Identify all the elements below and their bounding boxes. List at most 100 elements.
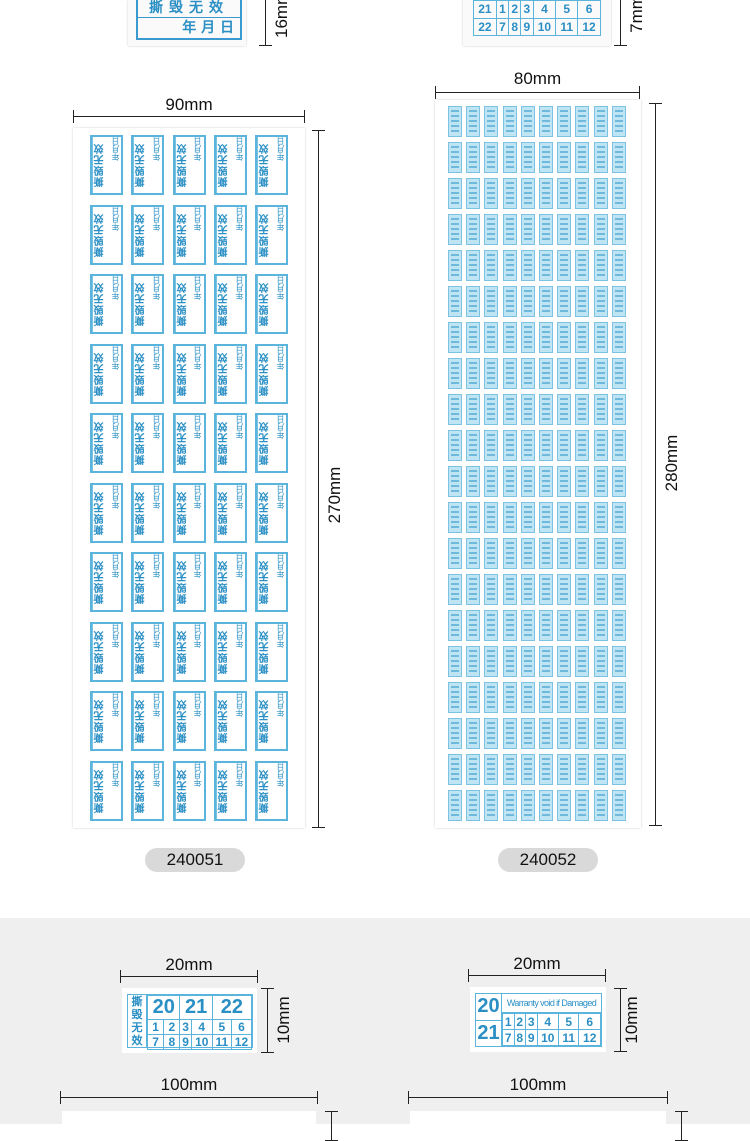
mini-date-label	[502, 574, 517, 605]
grid-cell: 8	[508, 17, 522, 36]
mini-date-label	[466, 610, 481, 641]
date-text: 年月日	[234, 554, 244, 578]
height-dimension-line	[312, 130, 325, 828]
month-cell: 6	[230, 1019, 253, 1035]
month-cell: 6	[578, 1013, 601, 1030]
mini-date-label	[448, 394, 462, 425]
mini-date-label	[520, 682, 535, 713]
date-text: 年月日	[193, 554, 203, 578]
width-dimension-line	[73, 110, 305, 123]
void-label: 撕毁无效 年月日	[90, 621, 123, 682]
void-label: 撕毁无效 年月日	[213, 204, 247, 265]
mini-date-label	[611, 106, 626, 137]
void-label: 撕毁无效 年月日	[213, 135, 247, 195]
void-text: 撕毁无效	[92, 137, 110, 193]
void-text: 撕毁无效	[92, 623, 110, 680]
mini-date-label	[539, 790, 553, 821]
void-text: 撕毁无效	[257, 623, 275, 680]
mini-date-label	[539, 214, 553, 245]
year-cell: 22	[211, 995, 253, 1020]
height-dimension-line	[675, 1111, 688, 1141]
void-text: 撕毁无效	[257, 554, 275, 610]
mini-date-label	[575, 286, 590, 317]
mini-date-label	[448, 682, 462, 713]
void-label: 撕毁无效 年月日	[131, 413, 165, 473]
mini-date-label	[466, 502, 481, 533]
mini-date-label	[466, 466, 481, 497]
mini-date-label	[611, 682, 626, 713]
mini-date-label	[484, 142, 499, 173]
mini-date-label	[611, 214, 626, 245]
mini-date-label	[539, 682, 553, 713]
grid-cell: 3	[520, 0, 534, 19]
mini-date-label	[520, 610, 535, 641]
width-label: 100mm	[509, 1075, 567, 1094]
mini-date-label	[448, 322, 462, 353]
void-text: 撕毁无效	[215, 137, 234, 193]
mini-date-label	[593, 754, 608, 785]
void-text: 撕毁无效	[133, 484, 152, 541]
month-cell: 4	[190, 1019, 213, 1035]
void-text: 撕毁无效	[215, 554, 234, 610]
void-text: 撕毁无效	[133, 693, 152, 749]
top-left-label: 撕毁无效 年 月 日	[128, 0, 246, 46]
date-text: 年月日	[234, 484, 244, 509]
grid-cell: 6	[577, 0, 601, 19]
grid-cell: 4	[532, 0, 557, 19]
void-label: 撕毁无效 年月日	[255, 204, 289, 265]
void-text: 撕毁无效	[128, 995, 147, 1047]
height-dimension-line	[614, 988, 627, 1052]
void-text: 撕毁无效	[257, 206, 275, 263]
mini-date-label	[484, 106, 499, 137]
void-label: 撕毁无效 年月日	[90, 552, 123, 612]
month-cell: 12	[230, 1034, 253, 1050]
date-text: 年月日	[110, 206, 120, 231]
mini-date-label	[502, 322, 517, 353]
void-label: 撕毁无效 年月日	[255, 552, 289, 612]
date-text: 年月日	[152, 762, 162, 787]
product-code-badge: 240051	[145, 848, 245, 872]
mini-date-label	[575, 646, 590, 677]
date-text: 年月日	[193, 693, 203, 717]
void-text: 撕毁无效	[174, 762, 193, 819]
mini-date-label	[448, 214, 462, 245]
date-text: 年月日	[110, 693, 120, 717]
mini-date-label	[557, 718, 572, 749]
month-cell: 1	[146, 1019, 165, 1035]
mini-date-label	[448, 466, 462, 497]
mini-date-label	[611, 394, 626, 425]
date-text: 年月日	[276, 623, 285, 648]
mini-date-label	[502, 718, 517, 749]
void-text: 撕毁无效	[133, 206, 152, 263]
mini-date-label	[448, 646, 462, 677]
mini-date-label	[593, 466, 608, 497]
void-label: 撕毁无效 年月日	[131, 760, 165, 821]
mini-date-label	[593, 610, 608, 641]
month-cell: 9	[179, 1034, 192, 1050]
mini-date-label	[466, 214, 481, 245]
mini-date-label	[466, 574, 481, 605]
mini-date-label	[575, 790, 590, 821]
void-text: 撕毁无效	[92, 276, 110, 332]
date-text: 年月日	[152, 276, 162, 300]
month-cell: 12	[578, 1029, 601, 1046]
month-cell: 5	[211, 1019, 232, 1035]
void-text: 撕毁无效	[92, 762, 110, 819]
width-dimension-line	[60, 1091, 318, 1104]
month-cell: 3	[179, 1019, 192, 1035]
date-text: 年月日	[234, 206, 244, 231]
mini-date-label	[520, 322, 535, 353]
mini-date-label	[539, 466, 553, 497]
month-cell: 10	[190, 1034, 213, 1050]
date-text: 年月日	[276, 345, 285, 370]
dimension-line	[259, 0, 272, 46]
month-cell: 8	[163, 1034, 181, 1050]
date-text: 年月日	[110, 276, 120, 300]
mini-date-label	[593, 214, 608, 245]
grid-cell: 5	[555, 0, 579, 19]
date-text: 年月日	[234, 415, 244, 439]
mini-date-label	[539, 502, 553, 533]
mini-date-label	[539, 430, 553, 461]
mini-date-label	[611, 322, 626, 353]
